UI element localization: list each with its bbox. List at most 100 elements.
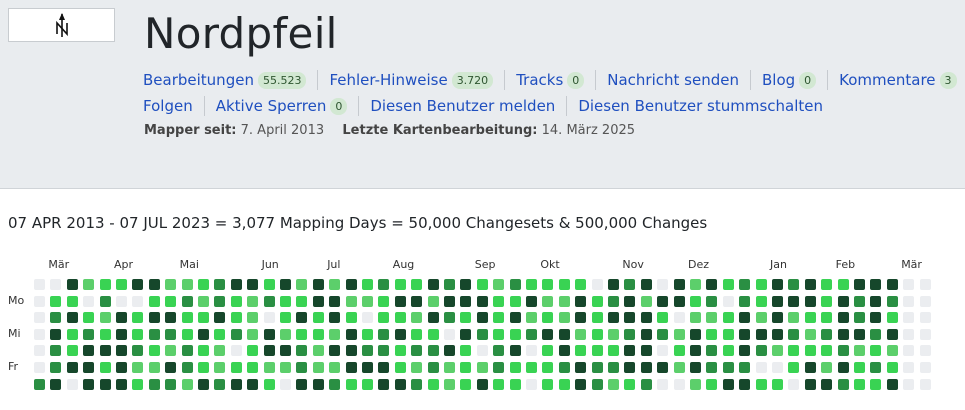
heatmap-day-cell: [312, 362, 324, 373]
heatmap-day-cell: [837, 312, 849, 324]
heatmap-day-cell: [870, 328, 882, 340]
heatmap-day-cell: [739, 295, 751, 307]
nav-link-label: Diesen Benutzer melden: [370, 97, 556, 115]
heatmap-day-cell: [427, 345, 439, 357]
heatmap-day-cell: [165, 378, 177, 390]
heatmap-day-cell: [247, 328, 259, 340]
heatmap-day-cell: [903, 345, 915, 357]
heatmap-day-cell: [657, 378, 669, 390]
heatmap-day-cell: [230, 295, 242, 307]
heatmap-day-cell: [788, 362, 800, 373]
heatmap-day-cell: [132, 328, 144, 340]
heatmap-day-cell: [198, 279, 209, 290]
heatmap-day-cell: [460, 362, 472, 373]
heatmap-day-cell: [575, 362, 587, 373]
month-label: Dez: [688, 258, 710, 271]
heatmap-day-cell: [411, 328, 423, 340]
heatmap-day-cell: [509, 279, 521, 290]
heatmap-day-cell: [165, 362, 177, 373]
heatmap-day-cell: [116, 378, 127, 390]
nav-link-label: Kommentare: [839, 71, 936, 89]
heatmap-day-cell: [66, 295, 78, 307]
heatmap-day-cell: [296, 295, 308, 307]
heatmap-day-cell: [198, 378, 209, 390]
heatmap-day-cell: [230, 362, 242, 373]
count-badge: 55.523: [257, 71, 307, 89]
heatmap-day-cell: [608, 378, 619, 390]
heatmap-day-cell: [788, 295, 800, 307]
heatmap-day-cell: [362, 378, 373, 390]
heatmap-day-cell: [690, 312, 701, 324]
heatmap-day-cell: [870, 312, 882, 324]
heatmap-day-cell: [903, 328, 915, 340]
nav-link-aktive-sperren[interactable]: Aktive Sperren 0: [216, 97, 348, 115]
heatmap-day-cell: [83, 378, 95, 390]
heatmap-day-cell: [673, 328, 685, 340]
heatmap-day-cell: [591, 279, 603, 290]
heatmap-day-cell: [772, 362, 783, 373]
heatmap-day-cell: [345, 312, 357, 324]
heatmap-day-cell: [558, 312, 570, 324]
heatmap-day-cell: [362, 295, 373, 307]
heatmap-day-cell: [476, 312, 488, 324]
heatmap-day-cell: [280, 362, 291, 373]
heatmap-day-cell: [591, 328, 603, 340]
heatmap-day-cell: [181, 295, 193, 307]
heatmap-day-cell: [526, 362, 537, 373]
heatmap-day-cell: [247, 279, 259, 290]
heatmap-day-cell: [132, 312, 144, 324]
heatmap-day-cell: [230, 345, 242, 357]
heatmap-day-cell: [411, 312, 423, 324]
heatmap-day-cell: [378, 378, 390, 390]
heatmap-day-cell: [542, 279, 554, 290]
heatmap-day-cell: [230, 312, 242, 324]
heatmap-day-cell: [411, 279, 423, 290]
nav-link-tracks[interactable]: Tracks 0: [516, 71, 585, 89]
heatmap-day-cell: [280, 345, 291, 357]
heatmap-day-cell: [542, 378, 554, 390]
month-label: Okt: [540, 258, 560, 271]
weekday-label: Mo: [8, 293, 25, 307]
heatmap-day-cell: [329, 279, 341, 290]
heatmap-day-cell: [66, 378, 78, 390]
heatmap-day-cell: [903, 378, 915, 390]
heatmap-day-cell: [755, 345, 767, 357]
nav-link-bearbeitungen[interactable]: Bearbeitungen 55.523: [143, 71, 307, 89]
heatmap-day-cell: [624, 378, 636, 390]
nav-link-fehler-hinweise[interactable]: Fehler-Hinweise 3.720: [329, 71, 494, 89]
nav-link-diesen-benutzer-stummschalten[interactable]: Diesen Benutzer stummschalten: [578, 97, 823, 115]
nav-link-diesen-benutzer-melden[interactable]: Diesen Benutzer melden: [370, 97, 555, 115]
heatmap-day-cell: [640, 362, 652, 373]
heatmap-day-cell: [198, 328, 209, 340]
nav-link-blog[interactable]: Blog 0: [762, 71, 817, 89]
heatmap-day-cell: [280, 312, 291, 324]
count-badge: 0: [567, 71, 585, 89]
heatmap-day-cell: [66, 279, 78, 290]
heatmap-day-cell: [903, 295, 915, 307]
heatmap-day-cell: [50, 362, 62, 373]
nav-link-folgen[interactable]: Folgen: [143, 97, 193, 115]
heatmap-day-cell: [444, 378, 455, 390]
month-label: Feb: [835, 258, 856, 271]
heatmap-day-cell: [411, 345, 423, 357]
heatmap-day-cell: [427, 295, 439, 307]
heatmap-day-cell: [870, 279, 882, 290]
heatmap-day-cell: [804, 295, 816, 307]
avatar: [8, 8, 115, 42]
heatmap-day-cell: [411, 362, 423, 373]
heatmap-day-cell: [919, 279, 931, 290]
heatmap-day-cell: [263, 279, 275, 290]
heatmap-day-cell: [886, 312, 898, 324]
nav-link-kommentare[interactable]: Kommentare 3: [839, 71, 957, 89]
heatmap-day-cell: [296, 378, 308, 390]
heatmap-day-cell: [83, 279, 95, 290]
nav-link-label: Nachricht senden: [607, 71, 739, 89]
heatmap-day-cell: [362, 345, 373, 357]
heatmap-day-cell: [722, 378, 734, 390]
heatmap-day-cell: [739, 345, 751, 357]
heatmap-day-cell: [739, 312, 751, 324]
heatmap-day-cell: [444, 345, 455, 357]
heatmap-day-cell: [34, 295, 45, 307]
heatmap-day-cell: [870, 295, 882, 307]
nav-link-nachricht-senden[interactable]: Nachricht senden: [607, 71, 739, 89]
